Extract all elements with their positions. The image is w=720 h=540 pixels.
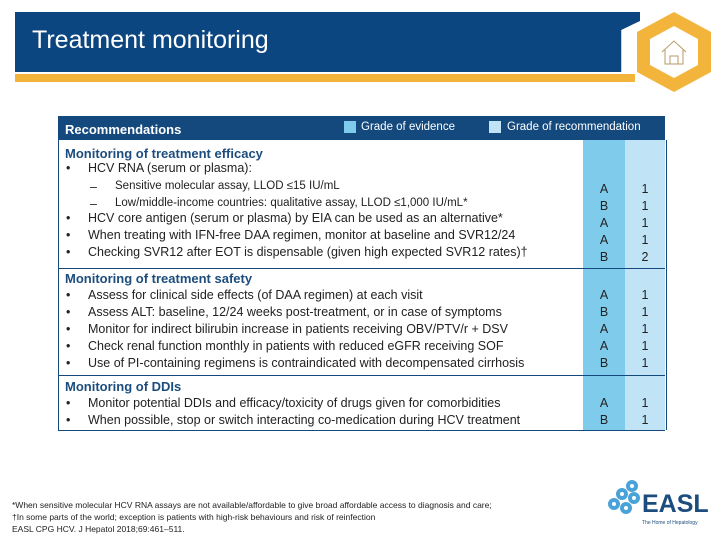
grade-evidence: A (599, 216, 609, 230)
grade-evidence: A (599, 396, 609, 410)
bullet: • (66, 322, 71, 336)
logo-text: EASL (642, 490, 709, 518)
grade-recommendation: 1 (641, 288, 649, 302)
bullet: • (66, 211, 71, 225)
recommendation-text: Low/middle-income countries: qualitative… (115, 197, 468, 209)
home-icon (661, 40, 687, 65)
recommendation-text: Check renal function monthly in patients… (88, 339, 504, 353)
bullet: • (66, 356, 71, 370)
grade-recommendation: 1 (641, 233, 649, 247)
recommendation-text: When treating with IFN-free DAA regimen,… (88, 228, 516, 242)
recommendation-text: When possible, stop or switch interactin… (88, 413, 521, 427)
recommendation-text: Monitor potential DDIs and efficacy/toxi… (88, 396, 501, 410)
bullet: • (66, 339, 71, 353)
accent-strip (15, 74, 635, 82)
grade-evidence: A (599, 322, 609, 336)
grade-evidence: A (599, 233, 609, 247)
recommendation-column (625, 140, 665, 430)
grade-evidence: A (599, 182, 609, 196)
divider (58, 430, 665, 431)
section-heading: Monitoring of treatment efficacy (65, 146, 263, 161)
recommendation-text: Assess for clinical side effects (of DAA… (88, 288, 423, 302)
grade-evidence: B (599, 356, 609, 370)
footnote: †In some parts of the world; exception i… (12, 512, 376, 522)
grade-evidence: B (599, 250, 609, 264)
grade-recommendation: 1 (641, 396, 649, 410)
recommendation-text: Assess ALT: baseline, 12/24 weeks post-t… (88, 305, 502, 319)
grade-evidence: B (599, 199, 609, 213)
table-header: Recommendations Grade of evidence Grade … (58, 116, 665, 140)
bullet: • (66, 161, 71, 175)
bullet: • (66, 413, 71, 427)
grade-recommendation: 2 (641, 250, 649, 264)
grade-recommendation: 1 (641, 216, 649, 230)
grade-evidence: A (599, 339, 609, 353)
recommendation-text: Use of PI-containing regimens is contrai… (88, 356, 525, 370)
footnote: *When sensitive molecular HCV RNA assays… (12, 500, 492, 510)
grade-evidence: B (599, 305, 609, 319)
section-heading: Monitoring of DDIs (65, 379, 182, 394)
grade-recommendation: 1 (641, 182, 649, 196)
home-button[interactable] (635, 10, 713, 94)
easl-logo: EASL The Home of Hepatology (600, 476, 710, 536)
bullet: • (66, 288, 71, 302)
recommendation-legend-swatch (489, 121, 501, 133)
page-title: Treatment monitoring (32, 26, 269, 54)
bullet: • (66, 245, 71, 259)
grade-recommendation: 1 (641, 305, 649, 319)
bullet: • (66, 396, 71, 410)
grade-recommendation-label: Grade of recommendation (507, 121, 641, 133)
evidence-legend-swatch (344, 121, 356, 133)
bullet: • (66, 228, 71, 242)
bullet: • (66, 305, 71, 319)
grade-recommendation: 1 (641, 199, 649, 213)
recommendation-text: HCV core antigen (serum or plasma) by EI… (88, 211, 503, 225)
grade-recommendation: 1 (641, 322, 649, 336)
title-bar (15, 12, 640, 72)
recommendations-label: Recommendations (65, 122, 182, 137)
recommendation-text: Monitor for indirect bilirubin increase … (88, 322, 508, 336)
evidence-column (583, 140, 625, 430)
grade-evidence: A (599, 288, 609, 302)
divider (58, 268, 665, 269)
recommendation-text: Checking SVR12 after EOT is dispensable … (88, 245, 528, 259)
section-heading: Monitoring of treatment safety (65, 271, 253, 286)
recommendations-table (58, 140, 667, 430)
grade-recommendation: 1 (641, 413, 649, 427)
logo-hexagons-icon (608, 480, 640, 514)
grade-evidence: B (599, 413, 609, 427)
divider (58, 375, 665, 376)
grade-evidence-label: Grade of evidence (361, 121, 455, 133)
grade-recommendation: 1 (641, 356, 649, 370)
bullet: – (90, 197, 97, 211)
logo-tagline: The Home of Hepatology (642, 520, 698, 526)
bullet: – (90, 180, 97, 194)
grade-recommendation: 1 (641, 339, 649, 353)
recommendation-text: Sensitive molecular assay, LLOD ≤15 IU/m… (115, 180, 340, 192)
citation: EASL CPG HCV. J Hepatol 2018;69:461–511. (12, 524, 185, 534)
recommendation-text: HCV RNA (serum or plasma): (88, 161, 252, 175)
